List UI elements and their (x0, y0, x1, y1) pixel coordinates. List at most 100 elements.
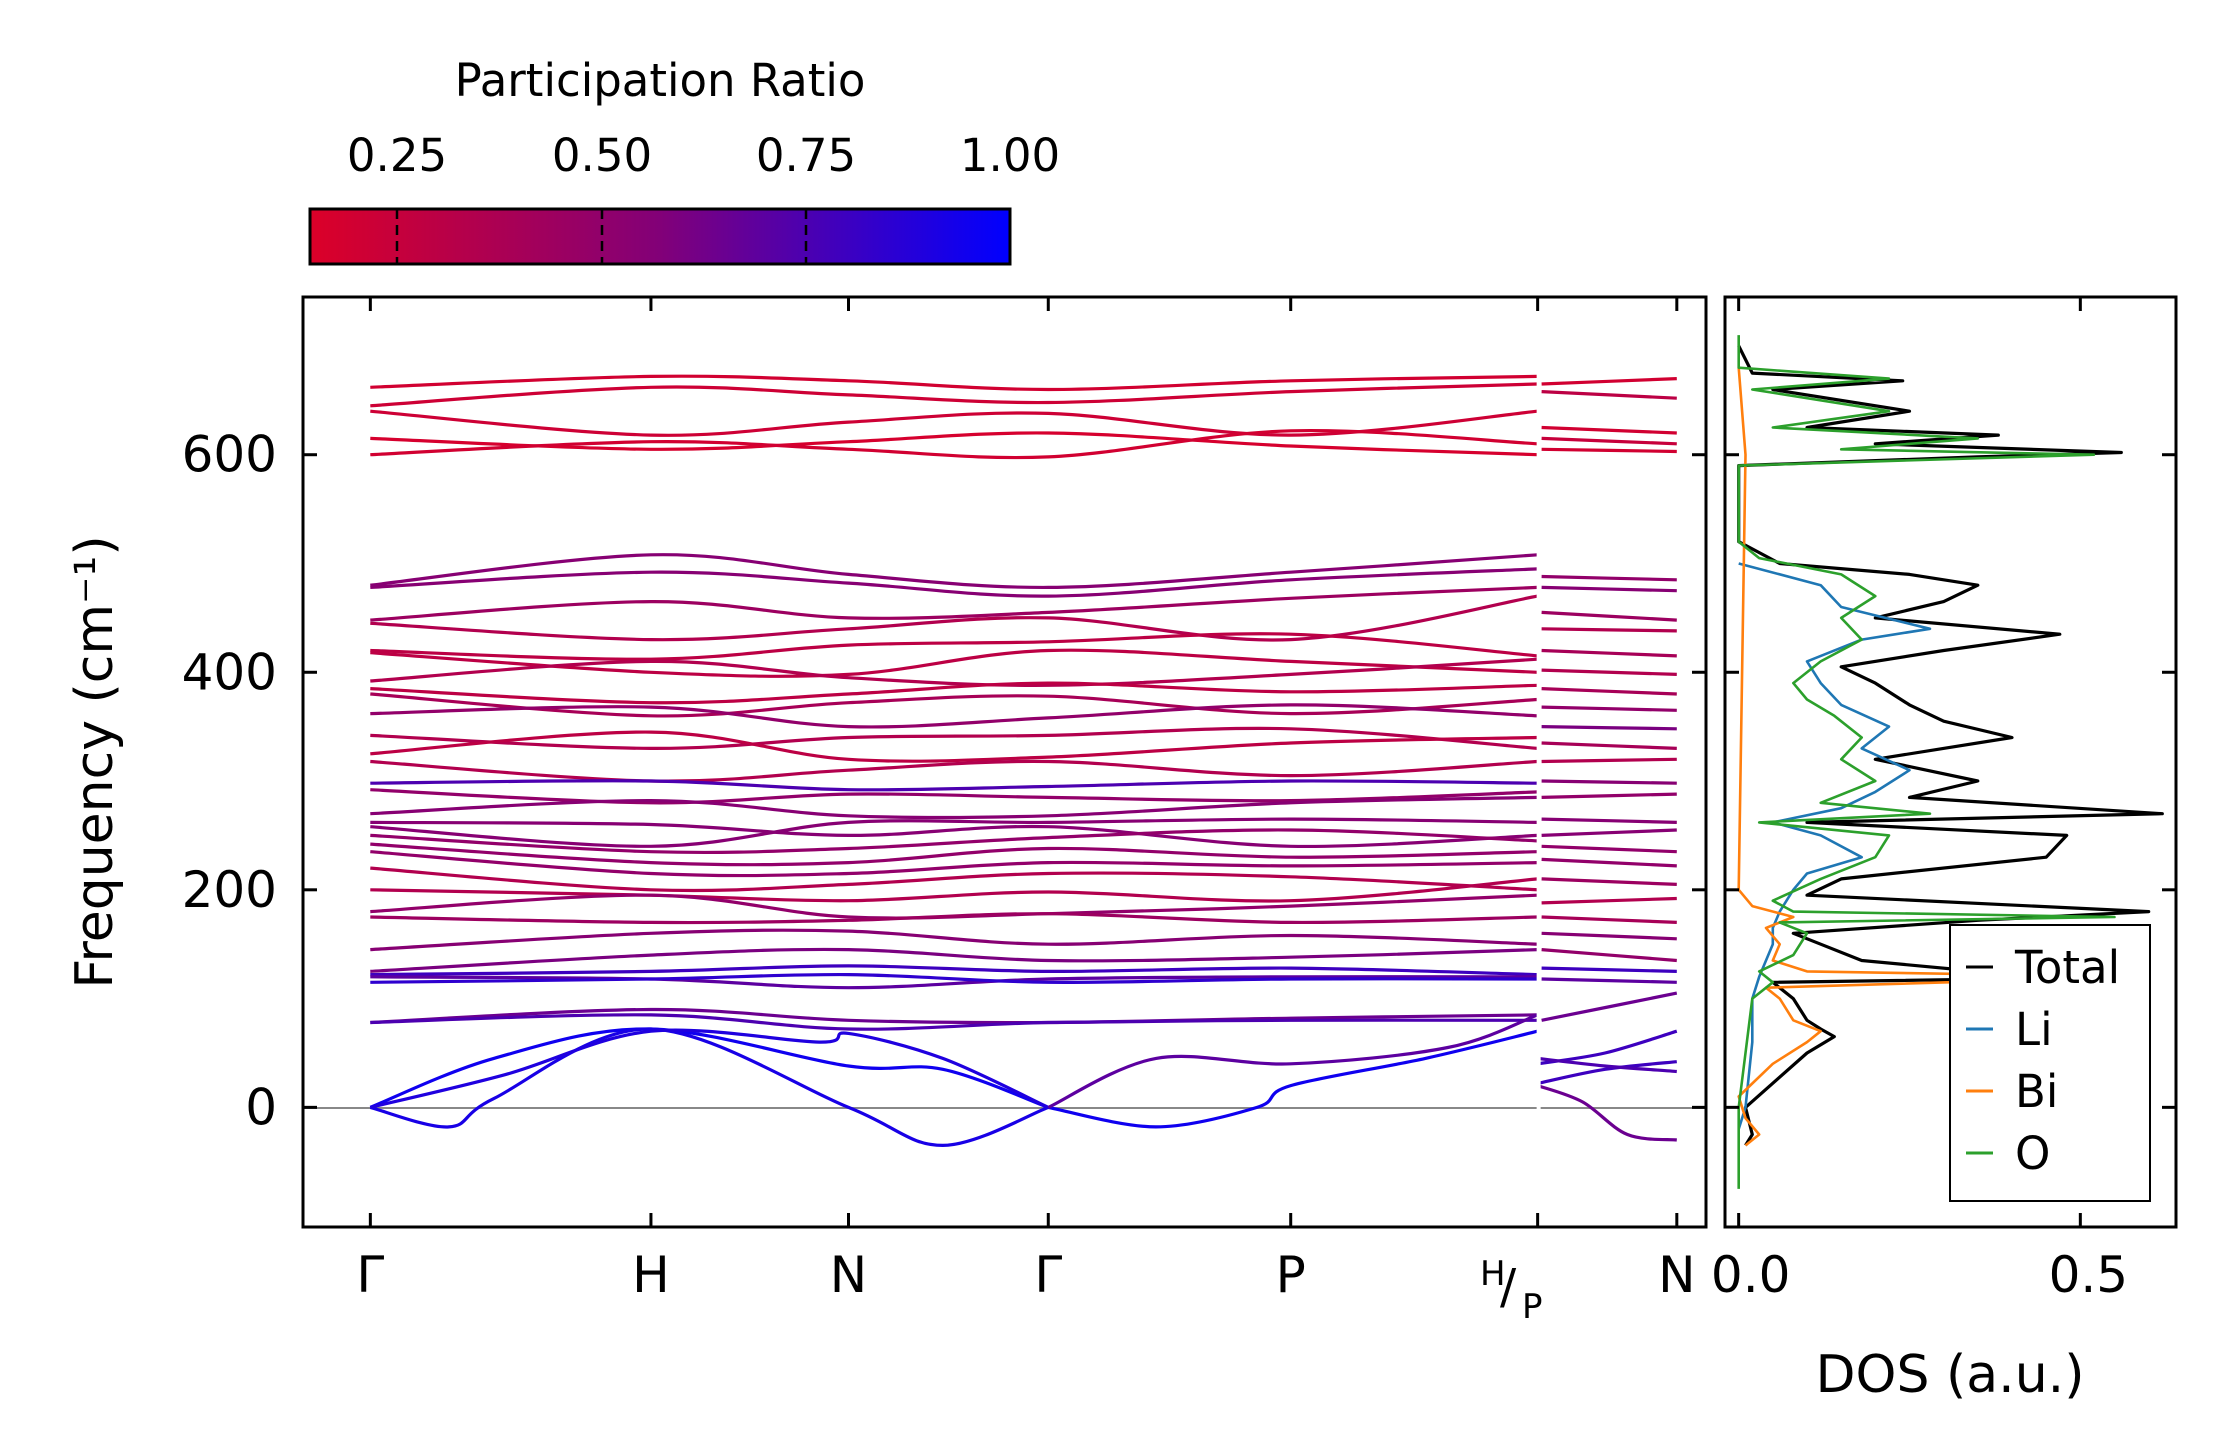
band-y-ticks: 0 200 400 600 (182, 426, 1706, 1136)
phonon-band (370, 842, 1538, 867)
kpoint-label-hp-slash: / (1500, 1259, 1517, 1315)
phonon-band (370, 657, 1538, 687)
phonon-band (1541, 390, 1677, 400)
dos-series-li (1737, 562, 1932, 1130)
dos-panel: 0.0 0.5 DOS (a.u.) Total Li Bi O (1711, 295, 2178, 1405)
phonon-band (370, 730, 1538, 763)
phonon-band (370, 817, 1538, 848)
phonon-band (370, 553, 1538, 590)
colorbar-title: Participation Ratio (455, 54, 866, 107)
acoustic-band (1537, 1084, 1677, 1142)
phonon-band (1541, 977, 1677, 984)
colorbar-tick-label: 0.75 (756, 129, 856, 182)
phonon-band (1541, 915, 1677, 924)
phonon-band (1541, 610, 1677, 622)
phonon-band (1541, 425, 1677, 435)
phonon-band (370, 759, 1538, 783)
phonon-band (370, 972, 1538, 984)
colorbar-tick-label: 0.50 (552, 129, 652, 182)
phonon-band (370, 632, 1538, 661)
phonon-band (1541, 857, 1677, 868)
phonon-band (370, 828, 1538, 855)
band-axes-frame (301, 295, 1708, 1229)
legend-box (1949, 924, 2151, 1202)
acoustic-band (369, 1027, 1049, 1148)
dos-x-tick-label: 0.0 (1711, 1246, 1791, 1304)
kpoint-label-hp-bottom: P (1522, 1287, 1543, 1327)
phonon-band (1541, 436, 1677, 446)
legend-label-li: Li (2015, 1003, 2053, 1056)
legend-label-bi: Bi (2015, 1065, 2058, 1118)
phonon-band (1541, 779, 1677, 785)
dos-series-o (1737, 335, 2116, 1189)
dos-ticks: 0.0 0.5 (1711, 297, 2176, 1304)
acoustic-band (1047, 1013, 1539, 1109)
dos-legend: Total Li Bi O (1949, 924, 2151, 1202)
y-tick-label: 0 (245, 1078, 277, 1136)
kpoint-label: Γ (1034, 1246, 1062, 1304)
phonon-band (370, 1007, 1538, 1025)
phonon-band (1541, 741, 1677, 750)
phonon-band (370, 795, 1538, 820)
phonon-band (370, 692, 1538, 718)
acoustic-band (1048, 1029, 1538, 1129)
phonon-band (1541, 896, 1677, 905)
phonon-band (370, 779, 1538, 792)
kpoint-label: N (830, 1246, 867, 1304)
phonon-band (370, 648, 1538, 678)
phonon-band (370, 947, 1538, 973)
phonon-band (370, 866, 1538, 893)
y-tick-label: 200 (182, 861, 277, 919)
phonon-band (1541, 931, 1677, 941)
phonon-band (1541, 757, 1677, 764)
phonon-band (1541, 648, 1677, 658)
y-tick-label: 600 (182, 426, 277, 484)
phonon-band (1541, 948, 1677, 963)
kpoint-label: Γ (356, 1246, 384, 1304)
phonon-band (1541, 447, 1677, 454)
phonon-band (1541, 966, 1677, 973)
phonon-band (1541, 792, 1677, 799)
phonon-band (1541, 844, 1677, 854)
colorbar-tick-label: 1.00 (960, 129, 1060, 182)
phonon-band (370, 928, 1538, 952)
kpoint-label-hp-top: H (1480, 1254, 1506, 1294)
phonon-band (370, 726, 1538, 751)
acoustic-band (369, 1027, 1049, 1109)
y-tick-label: 400 (182, 643, 277, 701)
phonon-band (370, 382, 1538, 408)
acoustic-band (1537, 1029, 1678, 1066)
kpoint-label: P (1276, 1246, 1306, 1304)
phonon-band (1541, 668, 1677, 676)
phonon-band (1541, 991, 1678, 1022)
kpoint-label: H (632, 1246, 670, 1304)
phonon-band (1541, 877, 1677, 886)
phonon-band (370, 703, 1538, 729)
band-lines (369, 298, 1678, 1226)
acoustic-band (369, 1028, 1049, 1109)
colorbar-gradient (308, 207, 1012, 266)
phonon-band (370, 585, 1538, 622)
phonon-band (370, 681, 1538, 705)
kpoint-label-hp: H / P (1480, 1254, 1543, 1327)
phonon-band (1541, 705, 1677, 712)
colorbar-tick-label: 0.25 (347, 129, 447, 182)
phonon-band (1541, 585, 1677, 593)
colorbar: Participation Ratio 0.25 0.50 0.75 1.00 (308, 54, 1060, 266)
acoustic-band (1537, 1056, 1677, 1074)
phonon-band (1541, 627, 1677, 633)
y-axis-label: Frequency (cm⁻¹) (65, 535, 125, 988)
phonon-band (1541, 817, 1677, 824)
phonon-band (1541, 687, 1677, 696)
path-break (1536, 298, 1541, 1226)
phonon-band (370, 374, 1538, 392)
band-structure-panel: 0 200 400 600 Γ H N Γ P N Frequency (cm⁻¹) H / P (65, 295, 1708, 1327)
phonon-band (1541, 828, 1677, 837)
dos-x-tick-label: 0.5 (2049, 1246, 2129, 1304)
phonon-band (370, 850, 1538, 878)
dos-axes-frame (1723, 295, 2178, 1229)
phonon-band (370, 820, 1538, 849)
acoustic-band (1537, 1060, 1677, 1085)
